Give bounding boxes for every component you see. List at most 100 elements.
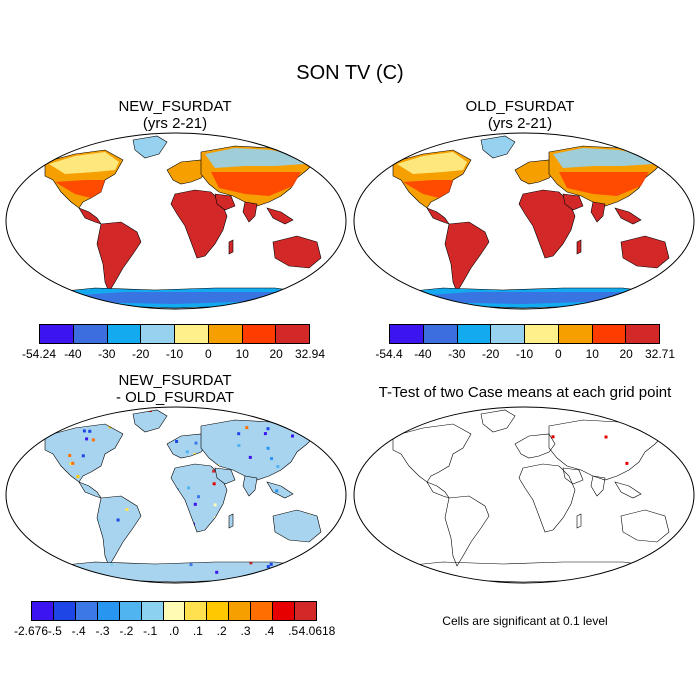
region-india — [242, 201, 258, 223]
colorbar-diff-swatch — [53, 602, 76, 620]
colorbar-diff-swatch — [185, 602, 208, 620]
colorbar-diff-swatch — [75, 602, 98, 620]
panel-title-new-line1: NEW_FSURDAT — [118, 98, 232, 115]
colorbar-old-label: -54.4 — [375, 347, 403, 361]
colorbar-new-swatch — [242, 325, 277, 343]
colorbar-diff-label: -.4 — [71, 624, 86, 638]
coastline-southAmerica — [444, 495, 490, 567]
colorbar-old-label: 20 — [619, 347, 633, 361]
region-india — [590, 201, 606, 223]
panel-title-old: OLD_FSURDAT (yrs 2-21) — [345, 98, 695, 132]
region-madagascar — [576, 239, 582, 255]
colorbar-new-label: -54.24 — [21, 347, 57, 361]
region-europe — [514, 159, 556, 185]
band-antarctic-interior — [65, 292, 295, 304]
coastline-madagascar — [576, 513, 582, 529]
region-australia — [272, 235, 322, 269]
colorbar-diff-label: -.5 — [47, 624, 62, 638]
colorbar-old-label: 32.71 — [644, 347, 676, 361]
colorbar-new-label: 20 — [269, 347, 283, 361]
panel-title-ttest: T-Test of two Case means at each grid po… — [355, 384, 695, 401]
colorbar-diff-swatch — [207, 602, 230, 620]
region-seAsia — [266, 207, 294, 225]
panel-title-new-line2: (yrs 2-21) — [142, 115, 208, 132]
colorbar-new-swatch — [107, 325, 142, 343]
coastline-africa — [170, 463, 228, 533]
panel-title-diff-line1: NEW_FSURDAT — [118, 372, 232, 389]
colorbar-diff-label: -.1 — [143, 624, 158, 638]
colorbar-diff-swatch — [141, 602, 164, 620]
colorbar-diff-label: 4.0618 — [298, 624, 336, 638]
coastline-greenland — [132, 409, 168, 433]
colorbar-new-label: -30 — [98, 347, 116, 361]
coastline-india — [590, 475, 606, 497]
panel-title-old-line1: OLD_FSURDAT — [465, 98, 575, 115]
region-seAsia — [614, 207, 642, 225]
band-warm-asia — [559, 172, 649, 196]
figure-title: SON TV (C) — [296, 62, 404, 84]
region-southAmerica — [96, 221, 142, 293]
coastline-arabia — [562, 467, 584, 485]
map-border — [5, 406, 347, 584]
coastline-australia — [620, 509, 670, 543]
region-australia — [620, 235, 670, 269]
colorbar-old-swatch — [457, 325, 492, 343]
colorbar-old-label: 0 — [555, 347, 562, 361]
coastline-northAmerica — [44, 423, 124, 483]
colorbar-old-swatch — [390, 325, 424, 343]
colorbar-diff-swatch — [273, 602, 296, 620]
colorbar-new-swatch — [73, 325, 108, 343]
colorbar-diff-label: .0 — [168, 624, 180, 638]
colorbar-diff-label: .4 — [264, 624, 275, 638]
colorbar-diff-swatch — [229, 602, 252, 620]
colorbar-diff-label: .5 — [288, 624, 299, 638]
colorbar-new-labels: -54.24 -40 -30 -20 -10 0 10 20 32.94 — [22, 347, 325, 361]
coastline-seAsia — [614, 481, 642, 499]
band-antarctic-interior — [413, 292, 643, 304]
colorbar-diff-swatch — [163, 602, 186, 620]
colorbar-diff-label: -.3 — [95, 624, 110, 638]
region-europe — [166, 159, 208, 185]
coastline-southAmerica — [96, 495, 142, 567]
map-ttest-significance — [353, 406, 695, 584]
colorbar-old-label: 10 — [585, 347, 599, 361]
panel-title-diff: NEW_FSURDAT - OLD_FSURDAT — [5, 372, 345, 406]
colorbar-new-swatch — [175, 325, 209, 343]
panel-title-diff-line2: - OLD_FSURDAT — [115, 389, 235, 406]
band-warm-north-america — [55, 180, 105, 198]
colorbar-diff-label: -2.676 — [13, 624, 49, 638]
colorbar-diff-swatch — [251, 602, 274, 620]
coastline-arabia — [214, 467, 236, 485]
region-africa — [170, 189, 228, 259]
band-cold-north-america — [397, 152, 467, 174]
colorbar-old-label: -10 — [515, 347, 534, 361]
colorbar-diff-swatch — [119, 602, 142, 620]
colorbar-diff-label: .1 — [192, 624, 203, 638]
colorbar-diff-label: .3 — [240, 624, 251, 638]
coastline-australia — [272, 509, 322, 543]
colorbar-diff — [31, 601, 317, 621]
colorbar-new-swatch — [141, 325, 175, 343]
ttest-note: Cells are significant at 0.1 level — [442, 614, 608, 628]
region-greenland — [480, 135, 516, 159]
coastline-india — [242, 475, 258, 497]
colorbar-new-label: -40 — [64, 347, 82, 361]
colorbar-diff-swatch — [32, 602, 54, 620]
map-border — [353, 132, 695, 310]
map-old-fsurdat — [353, 132, 695, 310]
coastline-seAsia — [266, 481, 294, 499]
map-new-fsurdat — [5, 132, 347, 310]
colorbar-old-label: -30 — [448, 347, 466, 361]
colorbar-new-label: 10 — [235, 347, 249, 361]
region-madagascar — [228, 239, 234, 255]
band-warm-north-america — [403, 180, 453, 198]
colorbar-new-label: 32.94 — [294, 347, 326, 361]
band-cold-asia — [553, 148, 653, 168]
colorbar-old-label: -40 — [414, 347, 432, 361]
colorbar-new-label: 0 — [205, 347, 212, 361]
colorbar-old — [389, 324, 660, 344]
region-arabia — [562, 193, 584, 211]
map-difference — [5, 406, 347, 584]
region-africa — [518, 189, 576, 259]
colorbar-diff-swatch — [97, 602, 120, 620]
